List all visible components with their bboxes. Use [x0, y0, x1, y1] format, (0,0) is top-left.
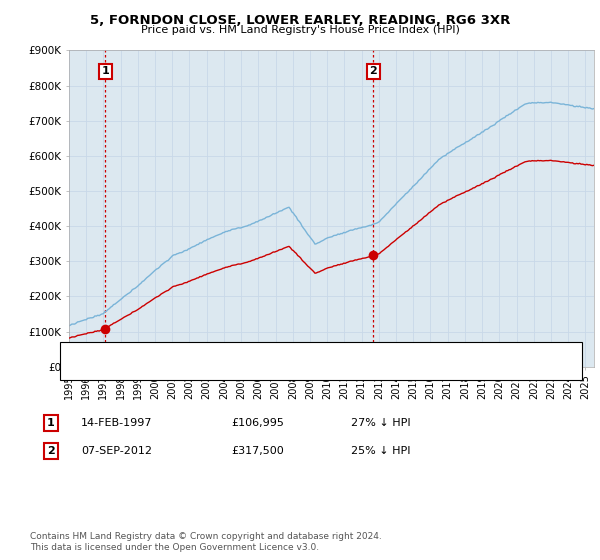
Text: Contains HM Land Registry data © Crown copyright and database right 2024.
This d: Contains HM Land Registry data © Crown c… — [30, 532, 382, 552]
Text: 5, FORNDON CLOSE, LOWER EARLEY, READING, RG6 3XR (detached house): 5, FORNDON CLOSE, LOWER EARLEY, READING,… — [105, 347, 497, 357]
Text: 27% ↓ HPI: 27% ↓ HPI — [351, 418, 410, 428]
Text: HPI: Average price, detached house, Wokingham: HPI: Average price, detached house, Woki… — [105, 364, 359, 374]
Text: £317,500: £317,500 — [231, 446, 284, 456]
Text: 1: 1 — [101, 67, 109, 77]
Text: 07-SEP-2012: 07-SEP-2012 — [81, 446, 152, 456]
Text: 14-FEB-1997: 14-FEB-1997 — [81, 418, 152, 428]
Text: 2: 2 — [47, 446, 55, 456]
Text: 2: 2 — [370, 67, 377, 77]
Text: 25% ↓ HPI: 25% ↓ HPI — [351, 446, 410, 456]
Text: 5, FORNDON CLOSE, LOWER EARLEY, READING, RG6 3XR: 5, FORNDON CLOSE, LOWER EARLEY, READING,… — [90, 14, 510, 27]
Text: £106,995: £106,995 — [231, 418, 284, 428]
Text: 1: 1 — [47, 418, 55, 428]
Text: Price paid vs. HM Land Registry's House Price Index (HPI): Price paid vs. HM Land Registry's House … — [140, 25, 460, 35]
